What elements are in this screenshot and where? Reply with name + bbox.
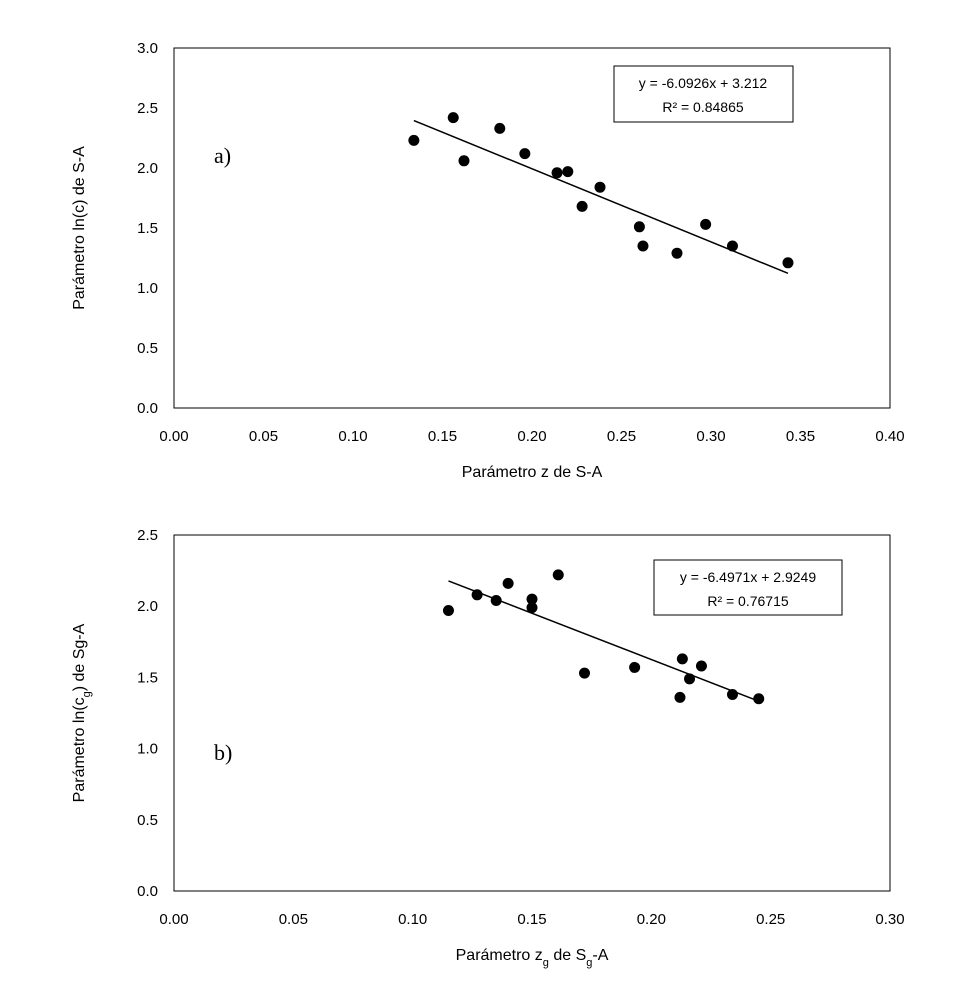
- data-point: [594, 181, 606, 193]
- x-tick-label: 0.05: [279, 911, 308, 928]
- data-point: [695, 660, 707, 672]
- x-tick-label: 0.10: [398, 911, 427, 928]
- x-axis-label-b: Parámetro zg de Sg-A: [456, 947, 609, 969]
- equation-box-a: [613, 65, 794, 123]
- data-point: [526, 593, 538, 605]
- x-tick-label: 0.25: [607, 428, 636, 445]
- x-axis-label-b-sub1: g: [543, 957, 549, 969]
- y-tick-label: 1.5: [137, 669, 158, 686]
- x-axis-label-a: Parámetro z de S-A: [462, 464, 603, 481]
- y-axis-label-b-end: ) de Sg-A: [71, 623, 88, 691]
- data-point: [502, 577, 514, 589]
- x-tick-label: 0.20: [637, 911, 666, 928]
- x-tick-label: 0.10: [338, 428, 367, 445]
- r2-b: R² = 0.76715: [707, 593, 789, 609]
- x-tick-label: 0.15: [517, 911, 546, 928]
- x-axis-label-b-end: -A: [592, 947, 608, 964]
- data-point: [576, 200, 588, 212]
- data-point: [671, 247, 683, 259]
- data-point: [726, 688, 738, 700]
- y-tick-label: 0.0: [137, 400, 158, 417]
- y-tick-label: 2.5: [137, 527, 158, 544]
- y-tick-label: 2.5: [137, 100, 158, 117]
- x-tick-label: 0.05: [249, 428, 278, 445]
- data-point: [637, 240, 649, 252]
- data-point: [471, 589, 483, 601]
- x-tick-label: 0.35: [786, 428, 815, 445]
- data-point: [494, 122, 506, 134]
- points-b: [442, 569, 765, 705]
- data-point: [442, 604, 454, 616]
- y-tick-label: 0.5: [137, 340, 158, 357]
- tick-labels-b: 0.00 0.05 0.10 0.15 0.20 0.25 0.30 0.0 0.5 1.0 1.5…: [137, 527, 904, 928]
- data-point: [674, 691, 686, 703]
- x-tick-label: 0.20: [517, 428, 546, 445]
- x-axis-label-b-mid: de S: [549, 947, 586, 964]
- y-tick-label: 1.5: [137, 220, 158, 237]
- x-tick-label: 0.25: [756, 911, 785, 928]
- y-tick-label: 0.5: [137, 812, 158, 829]
- data-point: [753, 693, 765, 705]
- data-point: [562, 166, 574, 178]
- x-tick-label: 0.40: [875, 428, 904, 445]
- x-tick-label: 0.00: [159, 428, 188, 445]
- data-point: [408, 134, 420, 146]
- tick-labels-a: 0.00 0.05 0.10 0.15 0.20 0.25 0.30 0.35 0.40 0.0 0…: [137, 40, 904, 445]
- r2-a: R² = 0.84865: [662, 99, 744, 115]
- chart-b: 0.00 0.05 0.10 0.15 0.20 0.25 0.30 0.0 0.5 1.0 1.5…: [71, 527, 905, 969]
- y-axis-label-a: Parámetro ln(c) de S-A: [71, 146, 88, 310]
- y-axis-label-b-main: Parámetro ln(c: [71, 697, 88, 802]
- x-tick-label: 0.00: [159, 911, 188, 928]
- x-tick-label: 0.15: [428, 428, 457, 445]
- data-point: [552, 569, 564, 581]
- chart-a: 0.00 0.05 0.10 0.15 0.20 0.25 0.30 0.35 0.40 0.0 0…: [71, 40, 905, 481]
- y-tick-label: 2.0: [137, 160, 158, 177]
- equation-b: y = -6.4971x + 2.9249: [680, 569, 816, 585]
- panel-label-b: b): [214, 740, 232, 765]
- x-tick-label: 0.30: [696, 428, 725, 445]
- data-point: [447, 112, 459, 124]
- data-point: [519, 148, 531, 160]
- data-point: [526, 602, 538, 614]
- data-point: [458, 155, 470, 167]
- x-axis-label-b-sub2: g: [586, 957, 592, 969]
- data-point: [676, 653, 688, 665]
- y-tick-label: 3.0: [137, 40, 158, 57]
- data-point: [579, 667, 591, 679]
- x-tick-label: 0.30: [875, 911, 904, 928]
- data-point: [726, 240, 738, 252]
- data-point: [684, 673, 696, 685]
- y-axis-label-b-sub: g: [81, 691, 93, 697]
- y-tick-label: 1.0: [137, 280, 158, 297]
- panel-label-a: a): [214, 143, 231, 168]
- data-point: [633, 221, 645, 233]
- equation-a: y = -6.0926x + 3.212: [639, 75, 768, 91]
- x-axis-label-b-main: Parámetro z: [456, 947, 543, 964]
- data-point: [700, 218, 712, 230]
- data-point: [490, 595, 502, 607]
- trendline-a: [413, 119, 789, 275]
- data-point: [629, 661, 641, 673]
- points-a: [408, 112, 794, 269]
- y-tick-label: 2.0: [137, 598, 158, 615]
- data-point: [782, 257, 794, 269]
- data-point: [551, 167, 563, 179]
- equation-box-b: [653, 559, 843, 616]
- y-tick-label: 0.0: [137, 883, 158, 900]
- y-tick-label: 1.0: [137, 741, 158, 758]
- y-axis-label-b: Parámetro ln(cg) de Sg-A: [71, 623, 93, 802]
